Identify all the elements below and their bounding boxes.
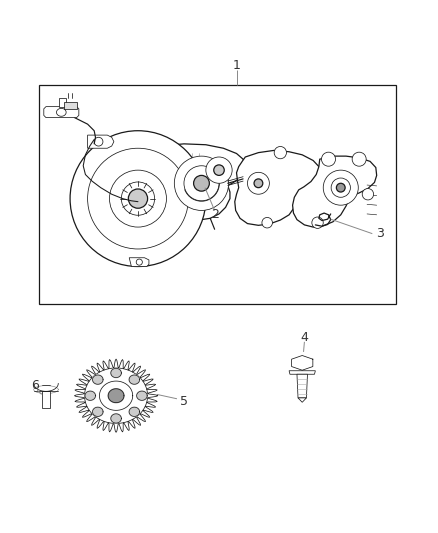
- Circle shape: [254, 179, 263, 188]
- Polygon shape: [92, 375, 103, 384]
- Circle shape: [128, 189, 148, 208]
- Circle shape: [88, 148, 188, 249]
- Circle shape: [352, 152, 366, 166]
- Circle shape: [323, 170, 358, 205]
- Circle shape: [312, 217, 323, 229]
- Circle shape: [70, 131, 206, 266]
- Polygon shape: [129, 258, 149, 266]
- Polygon shape: [92, 407, 103, 416]
- Circle shape: [184, 166, 219, 201]
- Polygon shape: [289, 371, 315, 374]
- Circle shape: [262, 217, 272, 228]
- Circle shape: [336, 183, 345, 192]
- Text: 3: 3: [376, 227, 384, 240]
- Polygon shape: [158, 144, 244, 220]
- Circle shape: [321, 152, 336, 166]
- Bar: [39, 85, 396, 304]
- Polygon shape: [292, 356, 313, 370]
- Polygon shape: [108, 389, 124, 402]
- Polygon shape: [293, 156, 377, 227]
- Polygon shape: [74, 359, 158, 432]
- Polygon shape: [111, 414, 121, 423]
- Circle shape: [194, 175, 209, 191]
- Text: 4: 4: [300, 331, 308, 344]
- Polygon shape: [235, 150, 321, 225]
- Circle shape: [110, 170, 166, 227]
- Polygon shape: [297, 374, 307, 398]
- Circle shape: [136, 259, 142, 265]
- Circle shape: [174, 156, 229, 211]
- Polygon shape: [111, 368, 121, 377]
- Text: 1: 1: [233, 59, 240, 72]
- Polygon shape: [88, 135, 114, 148]
- Circle shape: [206, 157, 232, 183]
- Polygon shape: [298, 398, 307, 402]
- Circle shape: [274, 147, 286, 159]
- Polygon shape: [137, 391, 147, 400]
- Polygon shape: [44, 107, 79, 118]
- Polygon shape: [34, 383, 58, 391]
- Text: 6: 6: [31, 379, 39, 392]
- Text: 2: 2: [211, 208, 219, 221]
- Polygon shape: [59, 98, 66, 107]
- Circle shape: [94, 138, 103, 146]
- Circle shape: [331, 178, 350, 197]
- Polygon shape: [99, 381, 133, 410]
- Circle shape: [214, 165, 224, 175]
- Circle shape: [121, 182, 155, 215]
- Polygon shape: [64, 102, 77, 109]
- Circle shape: [247, 172, 269, 194]
- Text: 5: 5: [180, 395, 188, 408]
- Polygon shape: [42, 391, 50, 408]
- Polygon shape: [129, 375, 140, 384]
- Polygon shape: [85, 391, 95, 400]
- Polygon shape: [129, 407, 140, 416]
- Circle shape: [362, 189, 374, 200]
